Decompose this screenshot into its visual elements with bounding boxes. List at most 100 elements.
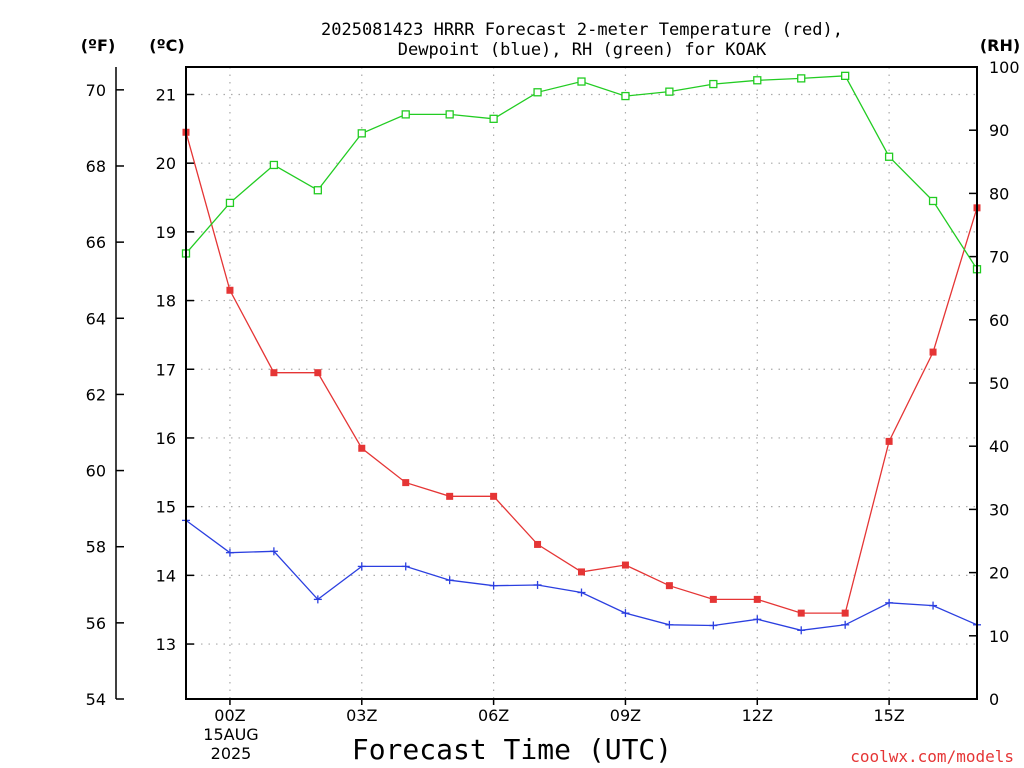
rh-point	[533, 88, 542, 97]
fahrenheit-axis: 54 56 58 60 62 64 66 68 70	[86, 67, 124, 709]
temperature-point	[358, 444, 366, 452]
unit-celsius-label: (ºC)	[149, 36, 184, 55]
temperature-point	[885, 437, 893, 445]
celsius-tick-label: 20	[156, 154, 176, 173]
series-layer	[181, 71, 982, 635]
rh-tick-label: 60	[989, 311, 1009, 330]
rh-point	[709, 79, 718, 89]
plot-frame	[185, 66, 978, 700]
date-label-year: 2025	[211, 744, 252, 763]
temperature-point	[753, 595, 761, 603]
dewpoint-point	[577, 588, 586, 597]
fahrenheit-tick-label: 62	[86, 385, 106, 404]
fahrenheit-tick-label: 60	[86, 462, 106, 481]
x-axis-label: Forecast Time (UTC)	[352, 733, 672, 766]
rh-tick-label: 50	[989, 374, 1009, 393]
temperature-point	[402, 479, 410, 487]
dewpoint-point	[885, 598, 894, 607]
dewpoint-point	[445, 576, 454, 585]
rh-point	[225, 198, 235, 208]
rh-tick-label: 90	[989, 121, 1009, 140]
dewpoint-point	[753, 615, 762, 624]
rh-tick-label: 30	[989, 500, 1009, 519]
dewpoint-point	[269, 547, 278, 556]
celsius-tick-label: 14	[156, 566, 176, 585]
dewpoint-point	[357, 562, 366, 571]
rh-tick-label: 10	[989, 627, 1009, 646]
temperature-point	[665, 582, 673, 590]
x-axis: 00Z 03Z 06Z 09Z 12Z 15Z	[214, 699, 905, 725]
dewpoint-point	[225, 548, 234, 557]
dewpoint-point	[489, 581, 498, 590]
rh-point	[357, 129, 366, 138]
temperature-point	[446, 492, 454, 500]
x-tick-label: 06Z	[478, 706, 509, 725]
temperature-point	[490, 492, 498, 500]
chart-title-line2: Dewpoint (blue), RH (green) for KOAK	[398, 40, 767, 60]
temperature-point	[578, 568, 585, 576]
rh-line	[185, 75, 978, 270]
fahrenheit-tick-label: 68	[86, 157, 106, 176]
unit-rh-label: (RH)	[980, 36, 1020, 55]
fahrenheit-tick-label: 70	[86, 81, 106, 100]
rh-point	[313, 186, 322, 195]
rh-point	[401, 110, 410, 119]
temperature-point	[797, 609, 805, 617]
rh-tick-label: 0	[989, 690, 999, 709]
rh-point	[928, 196, 938, 206]
celsius-tick-label: 17	[156, 360, 176, 379]
temperature-point	[270, 369, 278, 377]
grid-lines	[186, 67, 977, 699]
x-tick-label: 12Z	[742, 706, 773, 725]
rh-point	[577, 77, 586, 86]
rh-axis: 0 10 20 30 40 50 60 70 80 90 100	[969, 58, 1020, 709]
rh-point	[445, 110, 454, 119]
rh-tick-label: 70	[989, 248, 1009, 267]
dewpoint-point	[313, 595, 322, 604]
temperature-point	[534, 540, 542, 548]
rh-point	[665, 87, 674, 96]
fahrenheit-tick-label: 54	[86, 690, 106, 709]
temperature-point	[226, 286, 234, 294]
rh-point	[269, 160, 279, 170]
celsius-axis: 13 14 15 16 17 18 19 20 21	[156, 85, 194, 654]
date-label-day: 15AUG	[203, 725, 258, 744]
celsius-tick-label: 18	[156, 292, 176, 311]
rh-tick-label: 100	[989, 58, 1020, 77]
dewpoint-point	[533, 580, 542, 589]
x-tick-label: 09Z	[610, 706, 641, 725]
x-tick-label: 00Z	[214, 706, 245, 725]
celsius-tick-label: 15	[156, 498, 176, 517]
unit-fahrenheit-label: (ºF)	[81, 36, 116, 55]
temperature-point	[314, 369, 322, 377]
celsius-tick-label: 13	[156, 635, 176, 654]
fahrenheit-tick-label: 64	[86, 309, 106, 328]
rh-point	[753, 76, 762, 85]
dewpoint-point	[709, 621, 718, 630]
dewpoint-point	[401, 562, 410, 571]
fahrenheit-tick-label: 56	[86, 614, 106, 633]
x-tick-label: 15Z	[873, 706, 904, 725]
dewpoint-point	[841, 620, 850, 629]
temperature-point	[709, 595, 717, 603]
celsius-tick-label: 19	[156, 223, 176, 242]
rh-tick-label: 20	[989, 564, 1009, 583]
fahrenheit-tick-label: 58	[86, 538, 106, 557]
credit-label: coolwx.com/models	[850, 747, 1014, 766]
temperature-line	[185, 132, 978, 614]
rh-tick-label: 40	[989, 437, 1009, 456]
temperature-point	[621, 561, 629, 569]
rh-point	[884, 152, 894, 161]
celsius-tick-label: 21	[156, 85, 176, 104]
rh-point	[489, 114, 498, 123]
x-tick-label: 03Z	[346, 706, 377, 725]
chart-title-line1: 2025081423 HRRR Forecast 2-meter Tempera…	[321, 20, 843, 40]
temperature-point	[929, 348, 937, 356]
rh-point	[621, 91, 630, 101]
dewpoint-point	[797, 626, 806, 635]
fahrenheit-tick-label: 66	[86, 233, 106, 252]
rh-point	[841, 71, 850, 80]
rh-point	[797, 74, 806, 83]
temperature-point	[841, 609, 849, 617]
